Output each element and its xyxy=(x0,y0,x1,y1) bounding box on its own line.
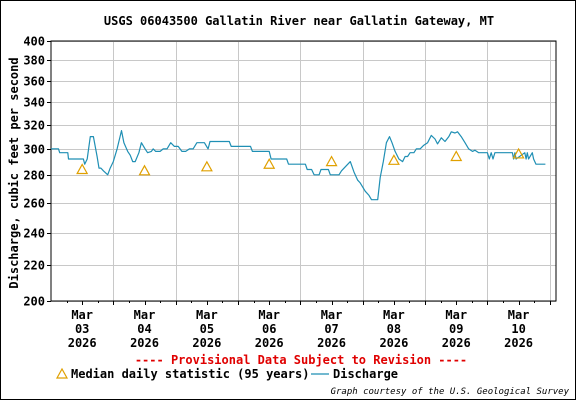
x-tick-day: 05 xyxy=(200,322,214,336)
y-tick-label: 260 xyxy=(23,197,45,211)
x-tick-year: 2026 xyxy=(255,336,284,350)
legend: Median daily statistic (95 years) Discha… xyxy=(55,367,398,381)
x-tick-month: Mar xyxy=(258,308,280,322)
x-tick-month: Mar xyxy=(321,308,343,322)
y-tick-label: 340 xyxy=(23,96,45,110)
x-tick-day: 09 xyxy=(449,322,463,336)
x-tick-day: 10 xyxy=(511,322,525,336)
median-markers xyxy=(76,147,525,176)
legend-median-label: Median daily statistic (95 years) xyxy=(71,367,309,381)
y-tick-label: 280 xyxy=(23,169,45,183)
x-tick-day: 08 xyxy=(387,322,401,336)
x-tick-month: Mar xyxy=(71,308,93,322)
x-tick-year: 2026 xyxy=(130,336,159,350)
y-axis-label: Discharge, cubic feet per second xyxy=(7,57,21,288)
x-tick-year: 2026 xyxy=(379,336,408,350)
median-point xyxy=(76,163,89,175)
legend-median-icon xyxy=(55,367,69,379)
median-point xyxy=(263,157,276,169)
y-tick-label: 200 xyxy=(23,295,45,309)
y-tick-label: 320 xyxy=(23,119,45,133)
median-point xyxy=(450,150,463,162)
x-tick-month: Mar xyxy=(383,308,405,322)
x-tick-year: 2026 xyxy=(317,336,346,350)
y-axis-ticks: 200 220 240 260 280 300 320 340 360 380 400 xyxy=(23,35,51,309)
x-tick-month: Mar xyxy=(508,308,530,322)
median-point xyxy=(138,164,151,176)
median-point xyxy=(387,154,400,165)
x-tick-day: 07 xyxy=(324,322,338,336)
chart-title: USGS 06043500 Gallatin River near Gallat… xyxy=(104,14,494,28)
plot-area-frame xyxy=(50,40,557,302)
y-tick-label: 300 xyxy=(23,143,45,157)
median-point xyxy=(200,160,213,172)
y-tick-label: 360 xyxy=(23,75,45,89)
x-tick-month: Mar xyxy=(196,308,218,322)
median-point xyxy=(512,147,525,159)
y-tick-label: 380 xyxy=(23,54,45,68)
legend-discharge-label: Discharge xyxy=(333,367,398,381)
series-lines xyxy=(51,130,546,201)
y-tick-label: 400 xyxy=(23,35,45,49)
x-tick-day: 04 xyxy=(137,322,151,336)
provisional-note: ---- Provisional Data Subject to Revisio… xyxy=(135,353,467,367)
y-tick-label: 240 xyxy=(23,227,45,241)
x-tick-day: 03 xyxy=(75,322,89,336)
chart-grid xyxy=(51,41,556,302)
median-point xyxy=(325,155,338,167)
x-tick-year: 2026 xyxy=(442,336,471,350)
x-tick-month: Mar xyxy=(134,308,156,322)
x-tick-day: 06 xyxy=(262,322,276,336)
y-tick-label: 220 xyxy=(23,259,45,273)
x-tick-month: Mar xyxy=(445,308,467,322)
x-tick-year: 2026 xyxy=(504,336,533,350)
discharge-line xyxy=(51,130,546,201)
x-tick-year: 2026 xyxy=(68,336,97,350)
x-axis-ticks: Mar032026Mar042026Mar052026Mar062026Mar0… xyxy=(67,301,551,350)
graph-credit: Graph courtesy of the U.S. Geological Su… xyxy=(331,387,570,397)
x-tick-year: 2026 xyxy=(192,336,221,350)
